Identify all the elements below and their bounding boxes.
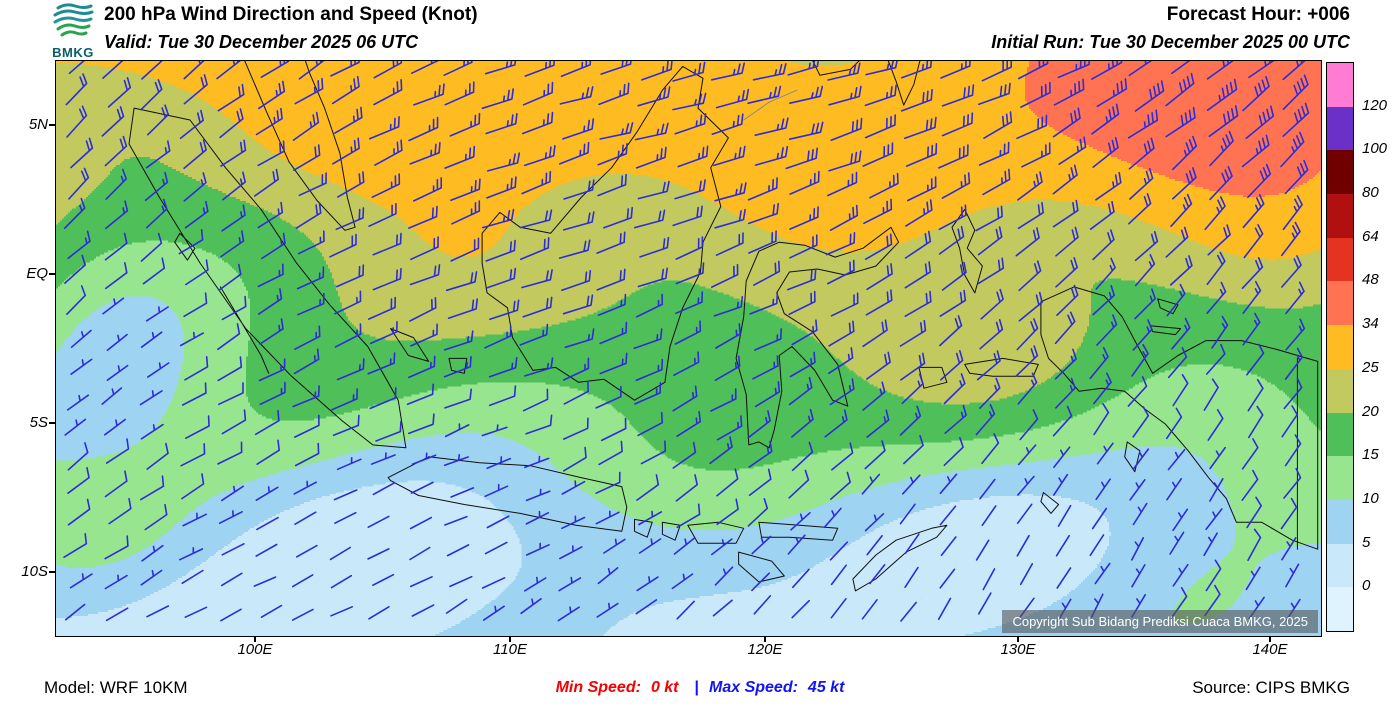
speed-summary: Min Speed: 0 kt | Max Speed: 45 kt	[0, 679, 1400, 697]
copyright-notice: Copyright Sub Bidang Prediksi Cuaca BMKG…	[1002, 610, 1318, 633]
colorbar-labels: 120 100 80 64 48 34 25 20 15 10 5 0	[1362, 62, 1400, 637]
min-speed-label: Min Speed:	[555, 679, 641, 696]
colorbar-segment	[1327, 499, 1353, 545]
max-speed-value: 45 kt	[807, 679, 845, 696]
bmkg-logo-icon	[53, 3, 94, 37]
colorbar-segment	[1327, 412, 1353, 457]
colorbar-segment	[1327, 456, 1353, 501]
lon-tick	[509, 636, 511, 642]
map-plot-area: Copyright Sub Bidang Prediksi Cuaca BMKG…	[55, 60, 1322, 637]
lat-tick	[49, 571, 55, 573]
initial-run: Initial Run: Tue 30 December 2025 00 UTC	[991, 32, 1350, 52]
colorbar-label: 25	[1362, 358, 1379, 376]
source-label: Source: CIPS BMKG	[1192, 678, 1350, 697]
colorbar-segment	[1327, 368, 1353, 414]
lon-tick	[1269, 636, 1271, 642]
colorbar-segment	[1327, 587, 1353, 631]
lon-label-110e: 110E	[493, 641, 527, 658]
colorbar-segment	[1327, 543, 1353, 588]
lat-label-5s: 5S	[29, 414, 48, 431]
colorbar-label: 0	[1362, 577, 1371, 595]
wind-barbs	[63, 61, 1310, 622]
wind-speed-field	[56, 61, 1321, 636]
colorbar	[1326, 62, 1354, 632]
colorbar-segment	[1327, 150, 1353, 195]
colorbar-label: 100	[1362, 140, 1388, 158]
colorbar-label: 20	[1362, 402, 1379, 420]
colorbar-label: 48	[1362, 271, 1379, 289]
min-speed-value: 0 kt	[650, 679, 679, 696]
lon-label-100e: 100E	[237, 641, 273, 658]
colorbar-segment	[1327, 63, 1353, 108]
colorbar-label: 34	[1362, 315, 1379, 333]
page-title: 200 hPa Wind Direction and Speed (Knot)	[104, 4, 478, 25]
speed-separator: |	[694, 679, 699, 696]
bmkg-logo-block: BMKG	[44, 2, 102, 60]
lon-tick	[764, 636, 766, 642]
colorbar-segment	[1327, 106, 1353, 151]
lon-label-120e: 120E	[747, 641, 783, 658]
lon-label-140e: 140E	[1252, 641, 1288, 658]
colorbar-segment	[1327, 194, 1353, 239]
colorbar-segment	[1327, 237, 1353, 283]
colorbar-label: 64	[1362, 227, 1379, 245]
lat-tick	[49, 273, 55, 275]
bmkg-logo-text: BMKG	[52, 45, 94, 60]
colorbar-label: 120	[1362, 96, 1388, 114]
colorbar-label: 10	[1362, 489, 1379, 507]
colorbar-segment	[1327, 281, 1353, 326]
colorbar-label: 80	[1362, 184, 1379, 202]
forecast-hour: Forecast Hour: +006	[1166, 4, 1350, 25]
model-label: Model: WRF 10KM	[44, 678, 188, 697]
lat-tick	[49, 422, 55, 424]
lat-tick	[49, 124, 55, 126]
lat-label-eq: EQ	[26, 265, 48, 282]
colorbar-label: 15	[1362, 446, 1379, 464]
lon-tick	[1017, 636, 1019, 642]
colorbar-label: 5	[1362, 533, 1371, 551]
lon-tick	[254, 636, 256, 642]
max-speed-label: Max Speed:	[709, 679, 798, 696]
coastlines	[128, 61, 1319, 592]
lat-label-10s: 10S	[21, 563, 48, 580]
lon-label-130e: 130E	[1000, 641, 1036, 658]
colorbar-segment	[1327, 325, 1353, 370]
valid-time: Valid: Tue 30 December 2025 06 UTC	[104, 32, 419, 52]
map-overlay	[63, 61, 1319, 622]
lat-label-5n: 5N	[28, 116, 48, 133]
gray-coastline	[743, 89, 798, 121]
